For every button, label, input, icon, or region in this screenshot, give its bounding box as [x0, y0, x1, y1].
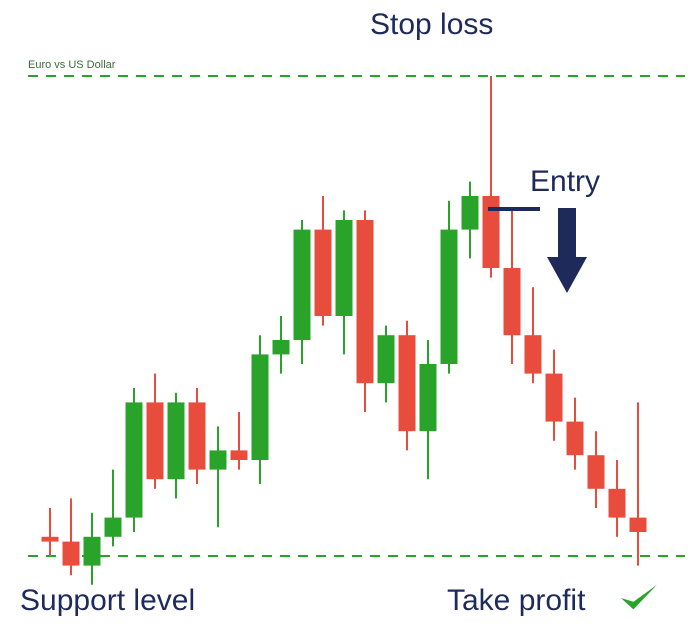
stop-loss-label: Stop loss	[370, 8, 493, 42]
support-level-label: Support level	[20, 584, 195, 618]
checkmark-icon	[621, 585, 657, 610]
entry-label: Entry	[530, 165, 600, 199]
instrument-label: Euro vs US Dollar	[28, 59, 115, 71]
take-profit-label: Take profit	[447, 584, 585, 618]
candlestick-chart	[0, 0, 699, 639]
down-arrow-icon	[547, 208, 587, 293]
